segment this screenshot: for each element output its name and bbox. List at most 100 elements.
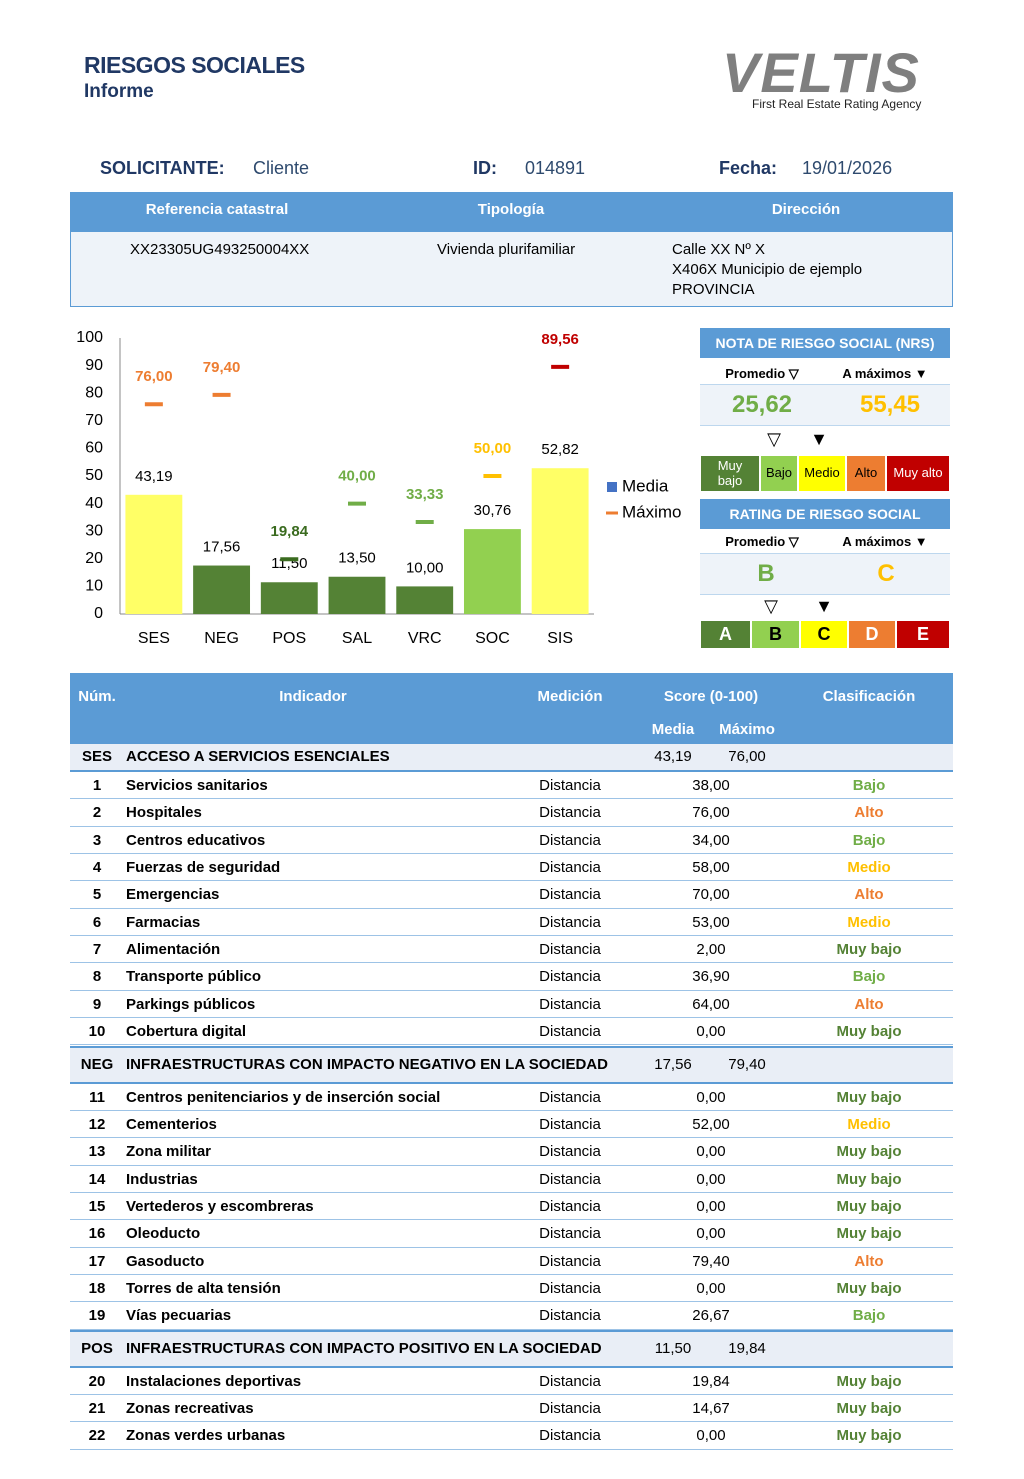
section-name: ACCESO A SERVICIOS ESENCIALES: [126, 748, 390, 765]
indicator-row: 19 Vías pecuarias Distancia 26,67 Bajo: [70, 1302, 953, 1330]
indicator-class: Bajo: [852, 1307, 886, 1325]
indicator-class: Muy bajo: [836, 1225, 902, 1243]
indicator-measure: Distancia: [539, 1372, 601, 1390]
indicator-num: 6: [92, 913, 102, 931]
indicator-class: Medio: [847, 1115, 891, 1133]
bar-value-label: 17,56: [203, 539, 241, 556]
rating-value: B: [757, 560, 775, 587]
y-tick-label: 40: [85, 495, 103, 512]
rating-marker: ▽: [764, 596, 778, 616]
indicator-num: 10: [88, 1023, 106, 1041]
y-tick-label: 0: [94, 605, 103, 622]
indicator-score: 0,00: [696, 1225, 726, 1243]
indicator-num: 17: [88, 1252, 106, 1270]
scale-level: C: [800, 620, 848, 649]
indicator-score: 79,40: [692, 1252, 730, 1270]
indicator-row: 17 Gasoducto Distancia 79,40 Alto: [70, 1248, 953, 1275]
section-max: 79,40: [728, 1055, 766, 1073]
indicator-score: 34,00: [692, 831, 730, 849]
y-tick-label: 70: [85, 412, 103, 429]
indicator-class: Muy bajo: [836, 1427, 902, 1445]
indicator-row: 3 Centros educativos Distancia 34,00 Bajo: [70, 827, 953, 855]
rating-column: Promedio ▽: [725, 534, 799, 549]
indicator-class: Bajo: [852, 831, 886, 849]
indicator-name: Cobertura digital: [126, 1023, 247, 1041]
y-tick-label: 90: [85, 357, 103, 374]
indicator-num: 8: [92, 968, 102, 986]
indicator-measure: Distancia: [539, 913, 601, 931]
indicator-score: 0,00: [696, 1170, 726, 1188]
indicator-measure: Distancia: [539, 886, 601, 904]
indicator-class: Muy bajo: [836, 1372, 902, 1390]
table-header-cell: Clasificación: [822, 688, 916, 705]
max-value-label: 79,40: [203, 359, 241, 376]
indicator-name: Zona militar: [126, 1143, 212, 1161]
indicator-measure: Distancia: [539, 804, 601, 822]
section-max: 76,00: [728, 748, 766, 765]
indicator-score: 2,00: [696, 941, 726, 959]
indicator-row: 14 Industrias Distancia 0,00 Muy bajo: [70, 1166, 953, 1193]
indicator-name: Centros educativos: [126, 831, 266, 849]
max-value-label: 50,00: [474, 440, 512, 457]
indicator-score: 26,67: [692, 1307, 730, 1325]
section-name: INFRAESTRUCTURAS CON IMPACTO NEGATIVO EN…: [126, 1055, 608, 1073]
bar: [125, 494, 183, 614]
indicator-measure: Distancia: [539, 1279, 601, 1297]
y-tick-label: 50: [85, 467, 103, 484]
table-header-cell: Medición: [537, 688, 603, 705]
indicator-class: Muy bajo: [836, 1400, 902, 1417]
date: 19/01/2026: [802, 158, 893, 178]
indicator-measure: Distancia: [539, 1143, 601, 1161]
indicator-num: 13: [88, 1143, 106, 1161]
bar: [328, 576, 386, 614]
indicator-name: Centros penitenciarios y de inserción so…: [126, 1088, 441, 1106]
indicator-name: Vías pecuarias: [126, 1307, 232, 1325]
indicator-measure: Distancia: [539, 968, 601, 986]
indicator-measure: Distancia: [539, 1225, 601, 1243]
indicator-num: 7: [92, 941, 102, 959]
indicator-class: Alto: [854, 995, 884, 1013]
indicator-name: Transporte público: [126, 968, 262, 986]
indicator-num: 9: [92, 995, 102, 1013]
indicator-name: Servicios sanitarios: [126, 777, 268, 794]
indicator-score: 53,00: [692, 913, 730, 931]
indicator-class: Muy bajo: [836, 1170, 902, 1188]
section-row: POS INFRAESTRUCTURAS CON IMPACTO POSITIVO…: [70, 1329, 953, 1368]
indicator-row: 20 Instalaciones deportivas Distancia 19,84…: [70, 1368, 953, 1395]
bar-value-label: 43,19: [135, 468, 173, 485]
indicator-row: 5 Emergencias Distancia 70,00 Alto: [70, 881, 953, 909]
section-name: INFRAESTRUCTURAS CON IMPACTO POSITIVO EN…: [126, 1339, 602, 1357]
bar: [260, 582, 318, 614]
x-tick-label: SIS: [547, 630, 573, 647]
indicator-class: Muy bajo: [836, 1197, 902, 1215]
indicator-num: 18: [88, 1279, 106, 1297]
bar-value-label: 52,82: [541, 441, 579, 458]
bar-value-label: 10,00: [406, 559, 444, 576]
section-media: 17,56: [654, 1055, 692, 1073]
rating-values-bg: [700, 553, 950, 595]
indicator-row: 22 Zonas verdes urbanas Distancia 0,00 Muy b…: [70, 1422, 953, 1450]
address-line: PROVINCIA: [672, 281, 755, 298]
applicant: Cliente: [253, 158, 310, 178]
section-row: SES ACCESO A SERVICIOS ESENCIALES 43,19 76,…: [70, 742, 953, 772]
indicator-score: 0,00: [696, 1427, 726, 1445]
indicator-row: 13 Zona militar Distancia 0,00 Muy bajo: [70, 1138, 953, 1166]
y-tick-label: 80: [85, 384, 103, 401]
indicator-name: Farmacias: [126, 913, 201, 931]
indicator-row: 4 Fuerzas de seguridad Distancia 58,00 Medio: [70, 854, 953, 882]
section-row: NEG INFRAESTRUCTURAS CON IMPACTO NEGATIVO…: [70, 1045, 953, 1084]
indicator-measure: Distancia: [539, 1307, 601, 1325]
tagline: First Real Estate Rating Agency: [752, 97, 922, 111]
property-header-cell: Referencia catastral: [145, 201, 289, 218]
report-title: RIESGOS SOCIALES: [84, 52, 305, 78]
indicator-name: Zonas verdes urbanas: [126, 1427, 286, 1445]
indicator-measure: Distancia: [539, 1023, 601, 1041]
table-header-cell: Núm.: [78, 688, 116, 705]
table-subheader-cell: Media: [651, 721, 695, 738]
date-label: Fecha:: [719, 158, 778, 178]
indicator-num: 4: [92, 859, 102, 877]
rating-title: RATING DE RIESGO SOCIAL: [700, 499, 950, 529]
indicator-name: Instalaciones deportivas: [126, 1372, 302, 1390]
indicator-num: 19: [88, 1307, 106, 1325]
